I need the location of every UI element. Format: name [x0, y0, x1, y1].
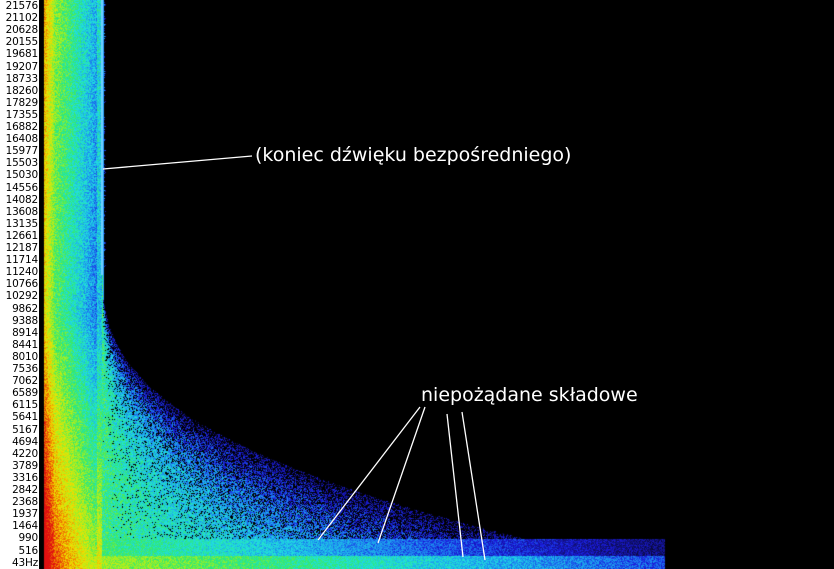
frequency-tick-label: 18260	[5, 85, 39, 97]
frequency-tick-label: 14556	[5, 182, 39, 194]
frequency-tick-label: 15503	[5, 157, 39, 169]
axis-rule	[39, 0, 41, 569]
frequency-tick-label: 4220	[12, 448, 38, 460]
frequency-tick-label: 9862	[12, 303, 38, 315]
frequency-tick-label: 10766	[5, 278, 39, 290]
frequency-tick-label: 20155	[5, 36, 39, 48]
frequency-tick-label: 6115	[12, 399, 38, 411]
frequency-tick-label: 13135	[5, 218, 39, 230]
frequency-tick-label: 7062	[12, 375, 38, 387]
frequency-tick-label: 16408	[5, 133, 39, 145]
frequency-tick-label: 8441	[12, 339, 38, 351]
frequency-tick-label: 2368	[12, 496, 38, 508]
frequency-tick-label: 13608	[5, 206, 39, 218]
frequency-tick-label: 516	[18, 545, 39, 557]
frequency-tick-label: 19681	[5, 48, 39, 60]
frequency-tick-label: 16882	[5, 121, 39, 133]
frequency-tick-label: 3316	[12, 472, 38, 484]
annotation-unwanted-components: niepożądane składowe	[421, 384, 638, 406]
frequency-tick-label: 5167	[12, 424, 38, 436]
leader-direct-end	[102, 155, 253, 170]
frequency-tick-label: 14082	[5, 194, 39, 206]
frequency-tick-label: 17355	[5, 109, 39, 121]
frequency-tick-label: 15977	[5, 145, 39, 157]
frequency-tick-label: 17829	[5, 97, 39, 109]
frequency-tick-label: 4694	[12, 436, 38, 448]
leader-unwanted-2	[377, 406, 426, 544]
frequency-tick-label: 43Hz	[12, 557, 38, 569]
leader-unwanted-3	[446, 413, 464, 558]
frequency-tick-label: 12187	[5, 242, 39, 254]
frequency-tick-label: 11240	[5, 266, 39, 278]
frequency-tick-label: 1937	[12, 508, 38, 520]
frequency-tick-label: 9388	[12, 315, 38, 327]
frequency-tick-label: 18733	[5, 73, 39, 85]
frequency-tick-label: 990	[18, 532, 39, 544]
leader-unwanted-1	[317, 406, 421, 541]
leader-unwanted-4	[461, 411, 486, 561]
frequency-tick-label: 20628	[5, 24, 39, 36]
frequency-tick-label: 15030	[5, 169, 39, 181]
frequency-tick-label: 21576	[5, 0, 39, 12]
frequency-tick-label: 5641	[12, 411, 38, 423]
frequency-tick-label: 19207	[5, 61, 39, 73]
frequency-tick-label: 2842	[12, 484, 38, 496]
frequency-tick-label: 8010	[12, 351, 38, 363]
annotation-direct-sound-end: (koniec dźwięku bezpośredniego)	[255, 144, 572, 166]
frequency-tick-label: 8914	[12, 327, 38, 339]
frequency-axis: 21576 21102 20628 20155 19681 19207 18733 18260…	[0, 0, 40, 569]
frequency-tick-label: 21102	[5, 12, 39, 24]
frequency-tick-label: 11714	[5, 254, 39, 266]
frequency-tick-label: 6589	[12, 387, 38, 399]
frequency-tick-label: 1464	[12, 520, 38, 532]
frequency-tick-label: 7536	[12, 363, 38, 375]
frequency-tick-label: 3789	[12, 460, 38, 472]
frequency-tick-label: 12661	[5, 230, 39, 242]
frequency-tick-label: 10292	[5, 290, 39, 302]
